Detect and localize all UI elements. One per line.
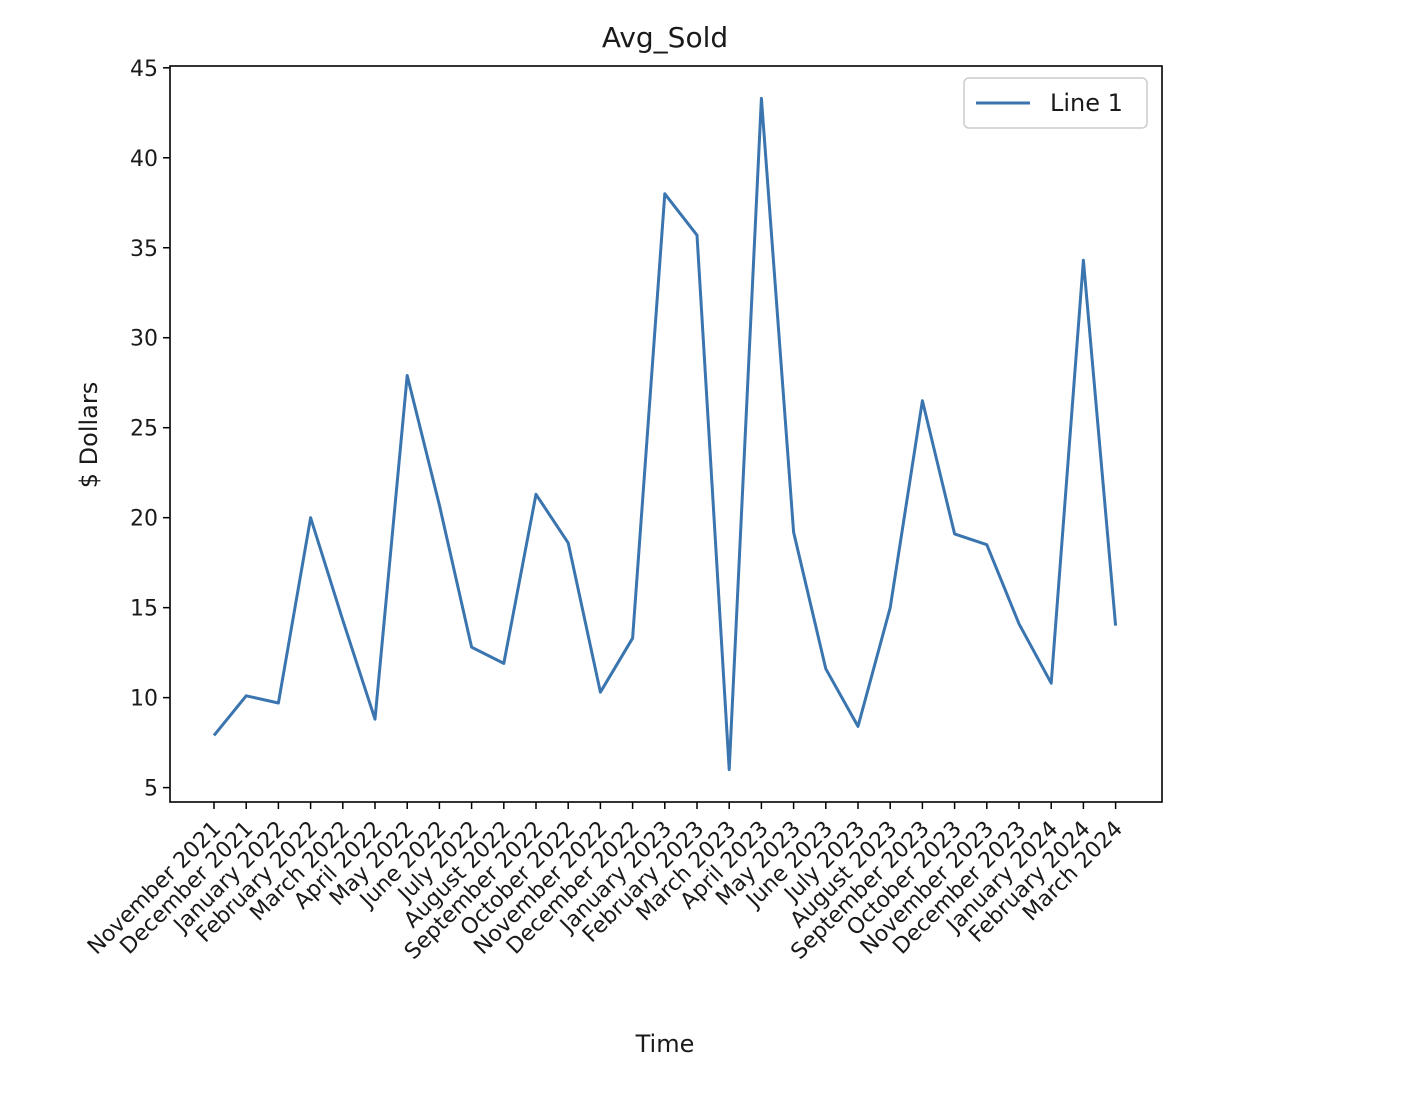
y-tick-label: 5 bbox=[144, 777, 158, 802]
y-axis-title: $ Dollars bbox=[75, 382, 103, 488]
chart-title: Avg_Sold bbox=[602, 21, 728, 54]
y-tick-label: 30 bbox=[130, 327, 158, 352]
x-axis-title: Time bbox=[635, 1030, 695, 1058]
series-line bbox=[212, 96, 1118, 772]
y-tick-label: 20 bbox=[130, 507, 158, 532]
legend-box bbox=[963, 77, 1148, 129]
legend-label: Line 1 bbox=[1050, 89, 1123, 117]
y-tick-label: 45 bbox=[130, 57, 158, 82]
axes-frame bbox=[169, 65, 1163, 803]
y-tick-label: 35 bbox=[130, 237, 158, 262]
y-tick-label: 40 bbox=[130, 147, 158, 172]
y-tick-label: 25 bbox=[130, 417, 158, 442]
y-tick-label: 10 bbox=[130, 687, 158, 712]
y-tick-label: 15 bbox=[130, 597, 158, 622]
